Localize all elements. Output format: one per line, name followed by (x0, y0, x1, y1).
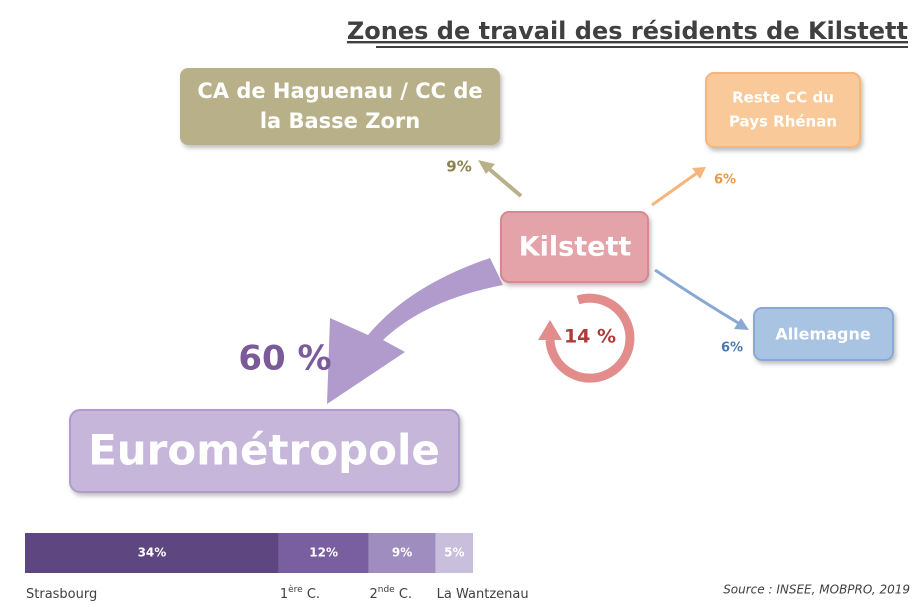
arrowhead (734, 318, 749, 330)
source: Source : INSEE, MOBPRO, 2019 (723, 583, 910, 597)
arrow-haguenau (486, 166, 523, 198)
node-box (705, 72, 861, 148)
node-label: Kilstett (519, 232, 632, 263)
node-allemagne: Allemagne (753, 307, 894, 361)
segment-label: 34% (138, 546, 167, 560)
segment-name: La Wantzenau (437, 587, 529, 602)
name-after: C. (395, 587, 412, 602)
arrowhead (692, 167, 706, 179)
node-reste: Reste CC du Pays Rhénan (705, 72, 861, 148)
arrow-reste (651, 171, 698, 207)
segment-label: 12% (309, 546, 338, 560)
node-box (69, 409, 460, 493)
node-box (180, 68, 500, 145)
name-sup: ère (288, 584, 303, 595)
node-label: Pays Rhénan (729, 113, 837, 131)
node-haguenau: CA de Haguenau / CC de la Basse Zorn (180, 68, 500, 145)
segment-name: Strasbourg (26, 587, 97, 602)
name-text: La Wantzenau (437, 587, 529, 602)
bar-segment (278, 533, 369, 573)
share-label: 60 % (238, 339, 331, 379)
node-label: CA de Haguenau / CC de (197, 79, 482, 103)
bar-segment (435, 533, 473, 573)
share-label: 9% (446, 158, 471, 176)
arrow-allemagne (654, 268, 741, 326)
arrows (327, 160, 749, 404)
arrow-loop (545, 293, 635, 383)
node-euro: Eurométropole (69, 409, 460, 493)
node-box (500, 211, 649, 283)
name-text: 2 (369, 587, 377, 602)
name-text: Strasbourg (26, 587, 97, 602)
node-label: Allemagne (775, 325, 871, 344)
node-box (753, 307, 894, 361)
segment-label: 9% (392, 546, 412, 560)
name-after: C. (303, 587, 320, 602)
share-label: 6% (721, 341, 743, 356)
name-sup: nde (378, 585, 395, 595)
share-label: 14 % (564, 326, 616, 348)
arrowhead (538, 320, 562, 340)
title: Zones de travail des résidents de Kilste… (347, 17, 908, 45)
share-label: 6% (714, 173, 736, 188)
name-text: 1 (280, 587, 288, 602)
node-kilstett: Kilstett (500, 211, 649, 283)
segment-name: 2nde C. (369, 585, 412, 602)
segment-name: 1ère C. (280, 584, 320, 602)
bar-segment (368, 533, 436, 573)
arrowhead (478, 160, 495, 174)
segment-label: 5% (444, 546, 464, 560)
node-label: Eurométropole (88, 426, 440, 475)
node-label: la Basse Zorn (260, 109, 420, 133)
node-label: Reste CC du (732, 89, 834, 107)
arrow-euro (327, 258, 503, 404)
bar-segment (25, 533, 279, 573)
breakdown-bar: 34% Strasbourg 12% 1ère C. 9% 2nde C. 5% La Wan… (25, 533, 529, 602)
